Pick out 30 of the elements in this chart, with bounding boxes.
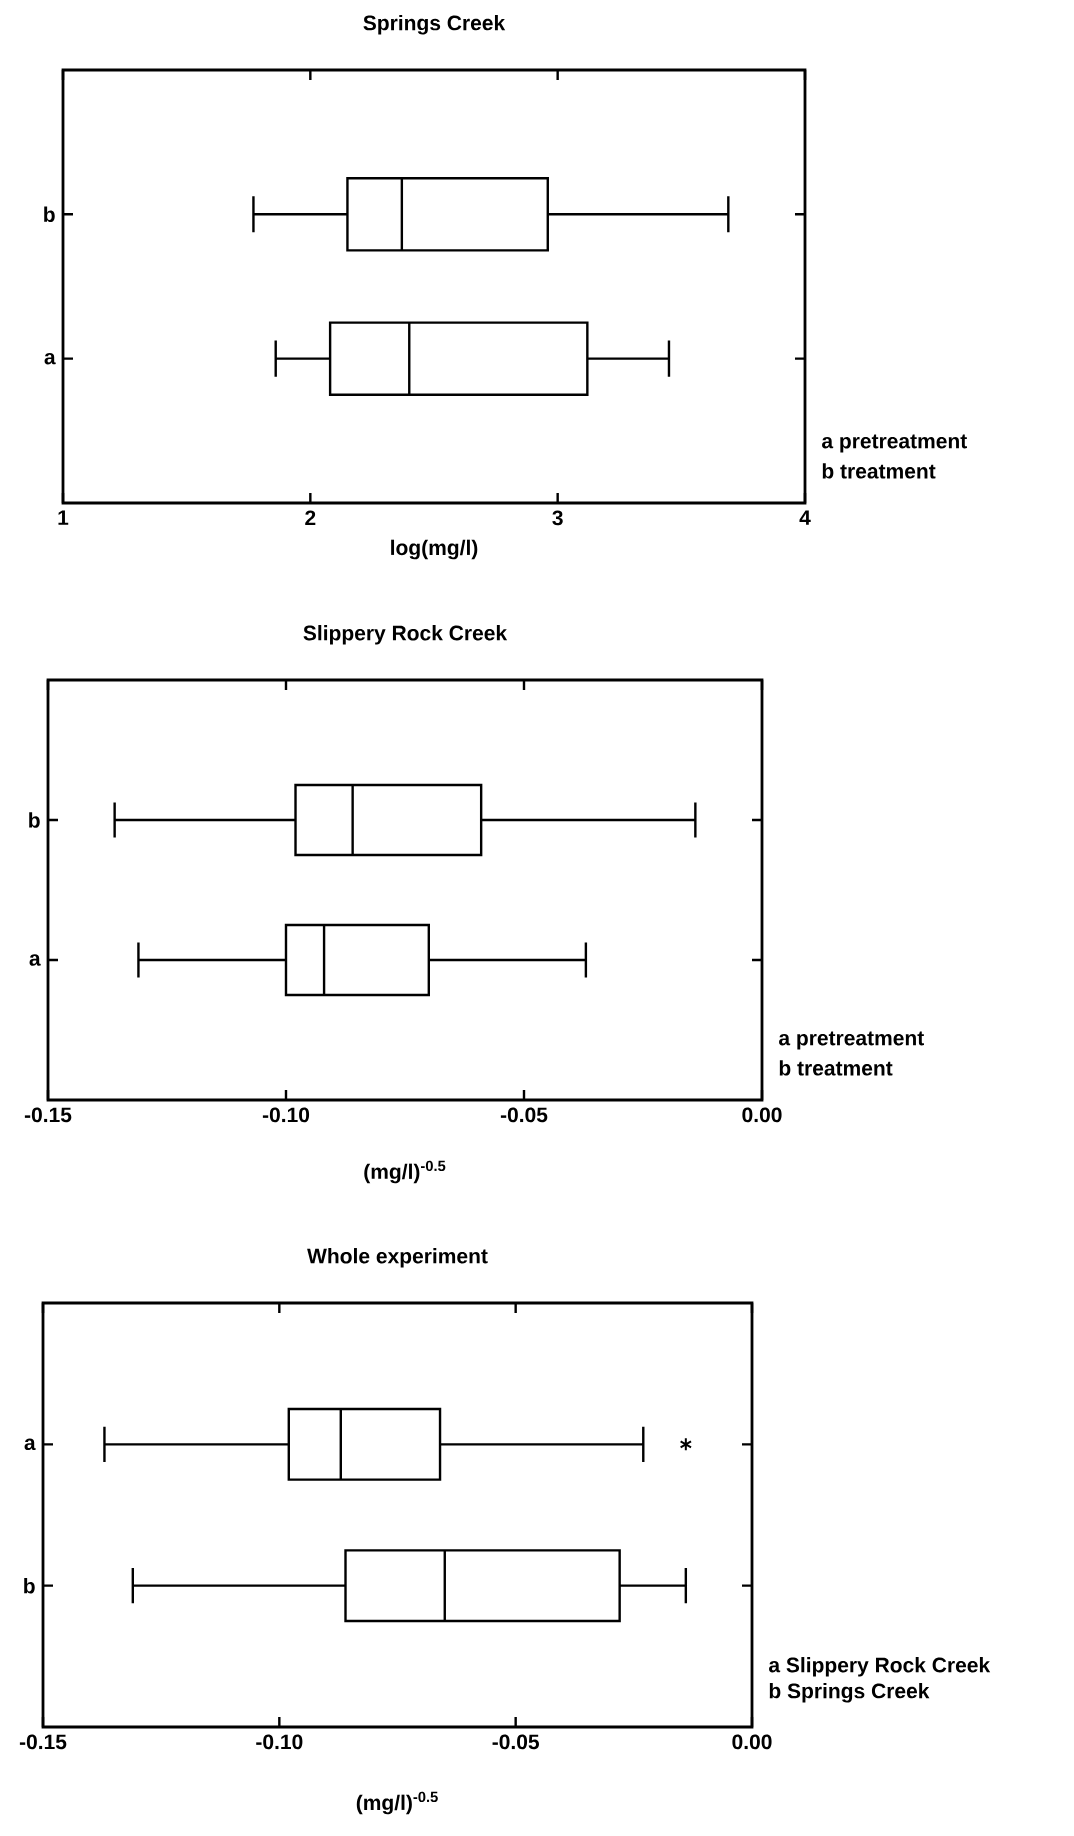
x-tick-label: 4 xyxy=(799,510,811,525)
x-tick-label: 1 xyxy=(58,510,69,525)
x-tick-label: -0.15 xyxy=(24,1107,72,1123)
chart-title: Whole experiment xyxy=(307,1248,488,1268)
x-tick-label: 2 xyxy=(305,510,316,526)
y-tick-label: a xyxy=(24,1438,36,1451)
x-axis-title: log(mg/l) xyxy=(391,539,478,560)
text: b Springs Creek xyxy=(769,1682,930,1703)
text: a pretreatment xyxy=(779,1031,924,1050)
x-tick-label: -0.10 xyxy=(262,1107,310,1123)
x-tick-label: 0.00 xyxy=(732,1734,772,1750)
x-tick-label: 0.00 xyxy=(742,1107,782,1123)
x-tick-label: -0.05 xyxy=(492,1734,539,1750)
y-tick-label: b xyxy=(24,1577,35,1594)
x-tick-label: -0.15 xyxy=(19,1734,67,1750)
text: b treatment xyxy=(779,1060,893,1076)
x-axis-title: (mg/l)$^{-0.5}$ xyxy=(356,1791,438,1815)
chart-title: Slippery Rock Creek xyxy=(303,625,508,645)
x-tick-label: -0.05 xyxy=(500,1107,548,1123)
text: a Slippery Rock Creek xyxy=(769,1657,991,1677)
y-tick-label: b xyxy=(44,206,55,223)
y-tick-label: b xyxy=(29,812,40,828)
x-axis-title: (mg/l)$^{-0.5}$ xyxy=(364,1160,446,1184)
x-tick-label: -0.10 xyxy=(256,1734,303,1750)
x-tick-label: 3 xyxy=(552,510,563,526)
y-tick-label: a xyxy=(29,954,41,966)
chart-title: Springs Creek xyxy=(363,14,506,35)
y-tick-label: a xyxy=(44,352,56,365)
text: a pretreatment xyxy=(822,434,967,453)
text: b treatment xyxy=(822,463,936,479)
